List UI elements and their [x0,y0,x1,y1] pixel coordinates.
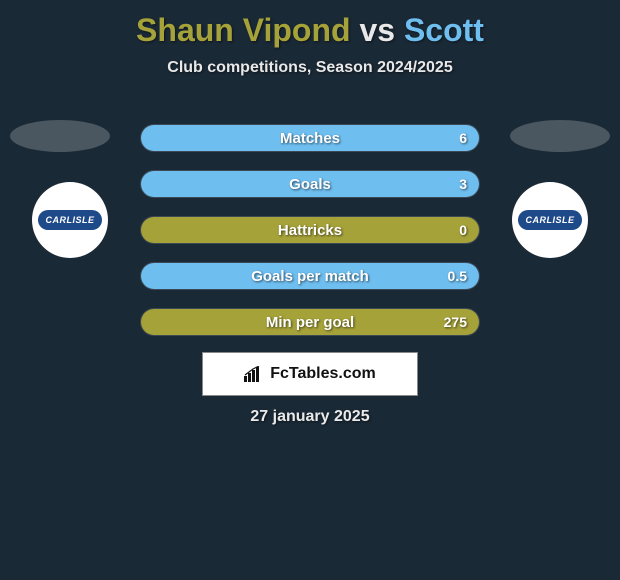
player1-avatar-placeholder [10,120,110,152]
brand-box: FcTables.com [202,352,418,396]
stat-value-right: 3 [459,176,467,192]
player2-club-badge: CARLISLE [512,182,588,258]
stat-value-right: 275 [444,314,467,330]
stat-value-right: 0.5 [448,268,467,284]
stat-row: Goals 3 [140,170,480,198]
stat-value-right: 0 [459,222,467,238]
player2-club-label: CARLISLE [518,210,582,230]
stat-label: Min per goal [266,314,354,331]
stat-label: Goals [289,176,331,193]
player1-name: Shaun Vipond [136,12,351,48]
stat-row: Hattricks 0 [140,216,480,244]
player1-club-label: CARLISLE [38,210,102,230]
stat-label: Hattricks [278,222,342,239]
brand-icon [244,366,264,382]
player2-name: Scott [404,12,484,48]
stats-container: Matches 6 Goals 3 Hattricks 0 Goals per match 0… [140,124,480,354]
player1-club-badge: CARLISLE [32,182,108,258]
stat-label: Goals per match [251,268,369,285]
stat-row: Min per goal 275 [140,308,480,336]
player2-avatar-placeholder [510,120,610,152]
vs-text: vs [359,12,395,48]
date-text: 27 january 2025 [0,408,620,426]
stat-row: Goals per match 0.5 [140,262,480,290]
stat-label: Matches [280,130,340,147]
subtitle: Club competitions, Season 2024/2025 [0,59,620,77]
stat-value-right: 6 [459,130,467,146]
comparison-title: Shaun Vipond vs Scott [0,0,620,49]
stat-row: Matches 6 [140,124,480,152]
brand-text: FcTables.com [270,365,376,383]
